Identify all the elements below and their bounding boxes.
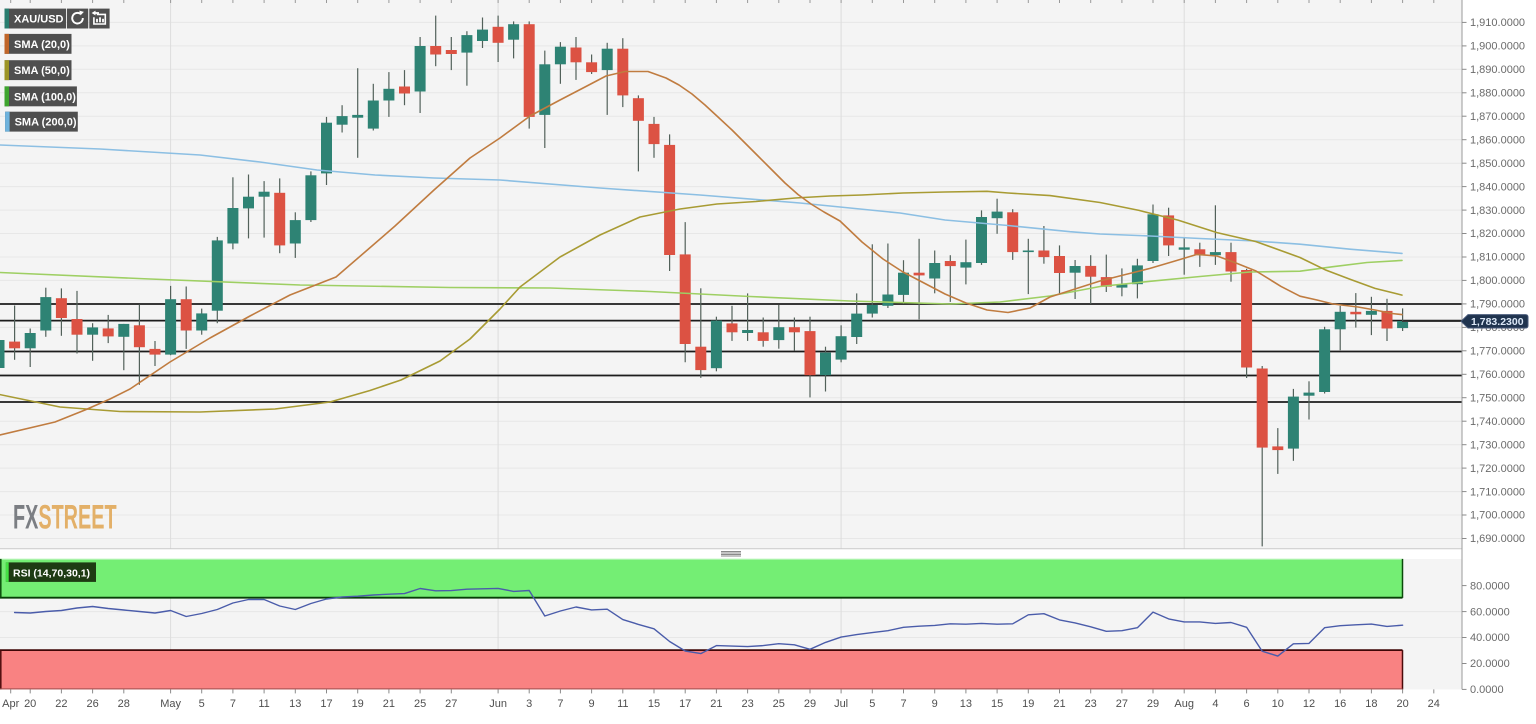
svg-text:1,720.0000: 1,720.0000 [1470,463,1525,475]
svg-text:1,790.0000: 1,790.0000 [1470,299,1525,311]
svg-text:5: 5 [199,698,205,710]
svg-text:22: 22 [55,698,67,710]
svg-text:1,840.0000: 1,840.0000 [1470,181,1525,193]
svg-text:20: 20 [24,698,36,710]
svg-text:1,900.0000: 1,900.0000 [1470,41,1525,53]
svg-text:19: 19 [1022,698,1034,710]
svg-text:16: 16 [1334,698,1346,710]
svg-text:7: 7 [557,698,563,710]
svg-text:20.0000: 20.0000 [1470,658,1510,670]
svg-text:12: 12 [1303,698,1315,710]
svg-text:0.0000: 0.0000 [1470,684,1504,696]
svg-text:1,820.0000: 1,820.0000 [1470,228,1525,240]
svg-text:Aug: Aug [1174,698,1194,710]
svg-text:1,770.0000: 1,770.0000 [1470,346,1525,358]
svg-text:SMA (100,0): SMA (100,0) [14,91,76,103]
svg-text:Jul: Jul [834,698,848,710]
svg-text:1,750.0000: 1,750.0000 [1470,392,1525,404]
svg-text:26: 26 [86,698,98,710]
svg-text:28: 28 [118,698,130,710]
svg-text:11: 11 [258,698,269,710]
svg-text:SMA (200,0): SMA (200,0) [15,117,77,129]
svg-text:25: 25 [773,698,785,710]
svg-text:11: 11 [617,698,628,710]
svg-text:80.0000: 80.0000 [1470,580,1510,592]
svg-text:1,880.0000: 1,880.0000 [1470,88,1525,100]
svg-text:27: 27 [1116,698,1128,710]
svg-text:Apr: Apr [2,698,19,710]
svg-text:1,783.2300: 1,783.2300 [1471,316,1524,328]
svg-text:17: 17 [320,698,332,710]
svg-text:1,850.0000: 1,850.0000 [1470,158,1525,170]
svg-text:21: 21 [383,698,395,710]
svg-text:FXSTREET: FXSTREET [13,498,117,536]
svg-text:1,860.0000: 1,860.0000 [1470,134,1525,146]
svg-text:SMA (50,0): SMA (50,0) [14,65,70,77]
svg-text:6: 6 [1244,698,1250,710]
svg-text:5: 5 [869,698,875,710]
svg-text:7: 7 [230,698,236,710]
svg-text:25: 25 [414,698,426,710]
svg-text:23: 23 [741,698,753,710]
svg-text:15: 15 [648,698,660,710]
svg-text:1,700.0000: 1,700.0000 [1470,510,1525,522]
svg-text:RSI (14,70,30,1): RSI (14,70,30,1) [13,567,90,579]
svg-text:13: 13 [289,698,301,710]
svg-text:1,800.0000: 1,800.0000 [1470,275,1525,287]
svg-text:23: 23 [1085,698,1097,710]
svg-text:1,710.0000: 1,710.0000 [1470,486,1525,498]
svg-text:7: 7 [900,698,906,710]
svg-text:3: 3 [526,698,532,710]
svg-text:19: 19 [352,698,364,710]
svg-text:1,690.0000: 1,690.0000 [1470,533,1525,545]
svg-text:13: 13 [960,698,972,710]
svg-text:21: 21 [1053,698,1065,710]
svg-text:24: 24 [1428,698,1440,710]
svg-text:1,870.0000: 1,870.0000 [1470,111,1525,123]
svg-text:20: 20 [1396,698,1408,710]
svg-text:1,830.0000: 1,830.0000 [1470,205,1525,217]
svg-text:1,740.0000: 1,740.0000 [1470,416,1525,428]
svg-text:60.0000: 60.0000 [1470,606,1510,618]
svg-text:1,760.0000: 1,760.0000 [1470,369,1525,381]
svg-text:21: 21 [710,698,722,710]
svg-text:18: 18 [1365,698,1377,710]
svg-text:40.0000: 40.0000 [1470,632,1510,644]
svg-text:27: 27 [445,698,457,710]
svg-text:15: 15 [991,698,1003,710]
svg-text:9: 9 [932,698,938,710]
svg-text:1,910.0000: 1,910.0000 [1470,17,1525,29]
svg-text:10: 10 [1272,698,1284,710]
svg-text:4: 4 [1212,698,1218,710]
svg-text:1,730.0000: 1,730.0000 [1470,439,1525,451]
svg-text:SMA (20,0): SMA (20,0) [14,39,70,51]
svg-text:17: 17 [679,698,691,710]
svg-text:1,810.0000: 1,810.0000 [1470,252,1525,264]
svg-text:XAU/USD: XAU/USD [14,14,64,26]
svg-text:29: 29 [804,698,816,710]
svg-text:29: 29 [1147,698,1159,710]
svg-text:May: May [160,698,181,710]
svg-text:Jun: Jun [489,698,507,710]
svg-text:9: 9 [589,698,595,710]
svg-text:1,890.0000: 1,890.0000 [1470,64,1525,76]
